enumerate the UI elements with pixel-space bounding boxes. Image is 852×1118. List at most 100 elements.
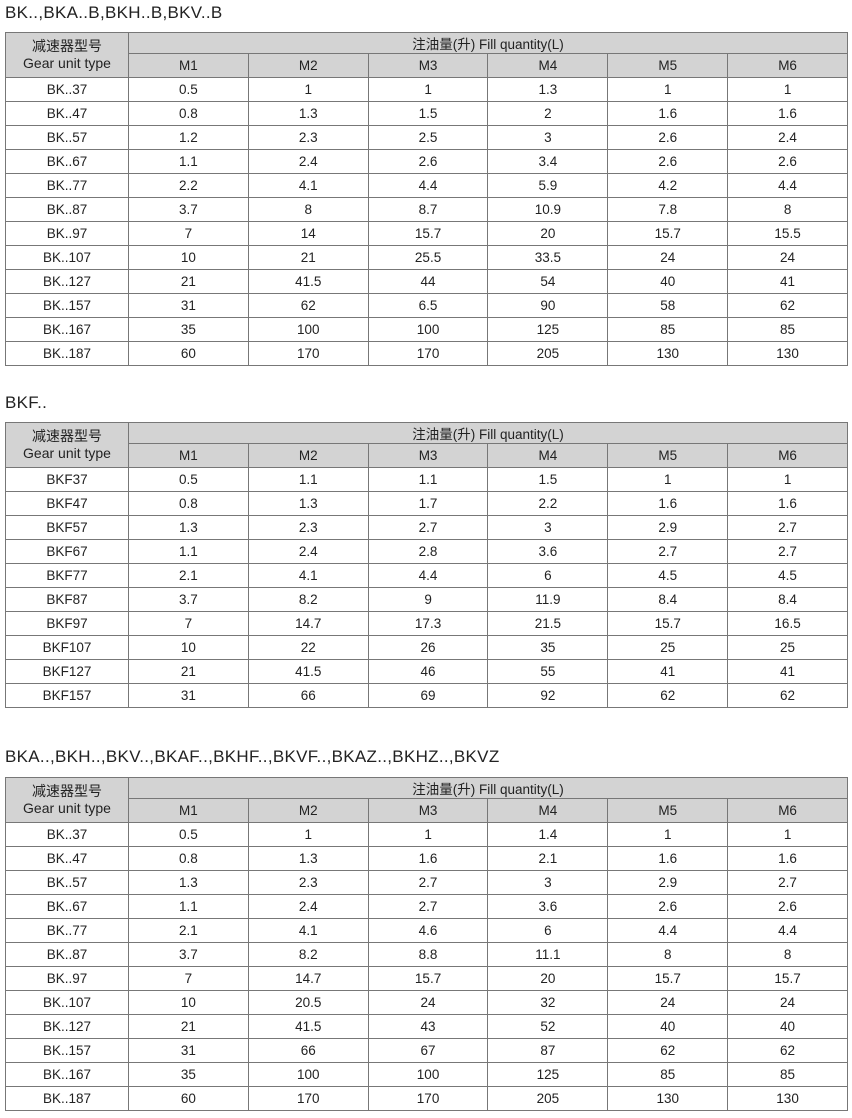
value-cell: 1 <box>607 467 729 492</box>
value-cell: 2.7 <box>367 515 489 540</box>
value-cell: 2.4 <box>247 149 369 174</box>
position-header: M6 <box>727 443 848 468</box>
type-cell: BK..97 <box>5 221 129 246</box>
value-cell: 15.7 <box>727 966 848 991</box>
table-row: BK..127 21 41.5 43 52 40 40 <box>5 1014 848 1039</box>
type-cell: BK..127 <box>5 1014 129 1039</box>
value-cell: 4.4 <box>607 918 729 943</box>
table-row: BKF37 0.5 1.1 1.1 1.5 1 1 <box>5 467 848 492</box>
value-cell: 2.7 <box>727 515 848 540</box>
table-row: BK..87 3.7 8.2 8.8 11.1 8 8 <box>5 942 848 967</box>
table-row: BKF47 0.8 1.3 1.7 2.2 1.6 1.6 <box>5 491 848 516</box>
value-cell: 130 <box>607 341 729 366</box>
value-cell: 5.9 <box>487 173 609 198</box>
table-row: BKF157 31 66 69 92 62 62 <box>5 683 848 708</box>
value-cell: 2.6 <box>607 125 729 150</box>
value-cell: 6 <box>487 563 609 588</box>
value-cell: 4.4 <box>727 918 848 943</box>
table-row: BKF57 1.3 2.3 2.7 3 2.9 2.7 <box>5 515 848 540</box>
value-cell: 2.3 <box>247 870 369 895</box>
value-cell: 1.6 <box>727 101 848 126</box>
value-cell: 10.9 <box>487 197 609 222</box>
value-cell: 60 <box>128 1086 249 1111</box>
value-cell: 2.9 <box>607 515 729 540</box>
table-row: BK..37 0.5 1 1 1.4 1 1 <box>5 822 848 847</box>
position-header: M6 <box>727 53 848 78</box>
position-header: M5 <box>607 798 729 823</box>
value-cell: 1.6 <box>607 846 729 871</box>
value-cell: 3.4 <box>487 149 609 174</box>
value-cell: 1.1 <box>128 539 249 564</box>
value-cell: 21 <box>128 1014 249 1039</box>
value-cell: 20 <box>487 966 609 991</box>
value-cell: 8.2 <box>247 942 369 967</box>
value-cell: 15.7 <box>607 221 729 246</box>
table-row: BKF77 2.1 4.1 4.4 6 4.5 4.5 <box>5 563 848 588</box>
value-cell: 14.7 <box>247 611 369 636</box>
type-cell: BK..157 <box>5 293 129 318</box>
value-cell: 62 <box>607 683 729 708</box>
value-cell: 2.6 <box>727 149 848 174</box>
position-header: M2 <box>247 53 369 78</box>
value-cell: 62 <box>247 293 369 318</box>
value-cell: 1 <box>247 77 369 102</box>
value-cell: 4.1 <box>247 918 369 943</box>
value-cell: 1.2 <box>128 125 249 150</box>
type-cell: BK..77 <box>5 918 129 943</box>
value-cell: 2.3 <box>247 125 369 150</box>
position-header: M5 <box>607 443 729 468</box>
value-cell: 15.7 <box>607 966 729 991</box>
table-row: BK..67 1.1 2.4 2.7 3.6 2.6 2.6 <box>5 894 848 919</box>
type-cell: BK..37 <box>5 822 129 847</box>
value-cell: 130 <box>727 341 848 366</box>
value-cell: 2.4 <box>247 539 369 564</box>
value-cell: 7 <box>128 221 249 246</box>
value-cell: 31 <box>128 683 249 708</box>
value-cell: 24 <box>367 990 489 1015</box>
table-row: BK..97 7 14.7 15.7 20 15.7 15.7 <box>5 966 848 991</box>
value-cell: 2.6 <box>607 894 729 919</box>
type-cell: BKF57 <box>5 515 129 540</box>
value-cell: 62 <box>607 1038 729 1063</box>
value-cell: 2.2 <box>128 173 249 198</box>
type-cell: BK..107 <box>5 245 129 270</box>
table-row: BK..77 2.2 4.1 4.4 5.9 4.2 4.4 <box>5 173 848 198</box>
value-cell: 100 <box>247 1062 369 1087</box>
value-cell: 33.5 <box>487 245 609 270</box>
value-cell: 4.4 <box>367 173 489 198</box>
value-cell: 2.3 <box>247 515 369 540</box>
value-cell: 67 <box>367 1038 489 1063</box>
value-cell: 3 <box>487 870 609 895</box>
value-cell: 2.9 <box>607 870 729 895</box>
section-title: BKF.. <box>5 393 48 412</box>
value-cell: 2.7 <box>727 870 848 895</box>
value-cell: 3 <box>487 515 609 540</box>
value-cell: 1.6 <box>727 491 848 516</box>
position-header: M3 <box>367 798 489 823</box>
value-cell: 1.3 <box>487 77 609 102</box>
value-cell: 8.4 <box>727 587 848 612</box>
type-cell: BKF157 <box>5 683 129 708</box>
table-row: BKF67 1.1 2.4 2.8 3.6 2.7 2.7 <box>5 539 848 564</box>
value-cell: 3.6 <box>487 894 609 919</box>
value-cell: 4.6 <box>367 918 489 943</box>
value-cell: 8 <box>727 197 848 222</box>
fill-quantity-header: 注油量(升) Fill quantity(L) <box>128 32 848 54</box>
value-cell: 69 <box>367 683 489 708</box>
value-cell: 2.6 <box>367 149 489 174</box>
table-row: BK..47 0.8 1.3 1.6 2.1 1.6 1.6 <box>5 846 848 871</box>
value-cell: 17.3 <box>367 611 489 636</box>
value-cell: 1.3 <box>247 846 369 871</box>
value-cell: 44 <box>367 269 489 294</box>
value-cell: 130 <box>727 1086 848 1111</box>
value-cell: 41 <box>727 659 848 684</box>
position-header: M1 <box>128 443 249 468</box>
value-cell: 10 <box>128 245 249 270</box>
value-cell: 1.1 <box>367 467 489 492</box>
value-cell: 8 <box>727 942 848 967</box>
value-cell: 11.9 <box>487 587 609 612</box>
value-cell: 92 <box>487 683 609 708</box>
value-cell: 0.8 <box>128 101 249 126</box>
type-en: Gear unit type <box>23 55 111 71</box>
value-cell: 1 <box>607 77 729 102</box>
